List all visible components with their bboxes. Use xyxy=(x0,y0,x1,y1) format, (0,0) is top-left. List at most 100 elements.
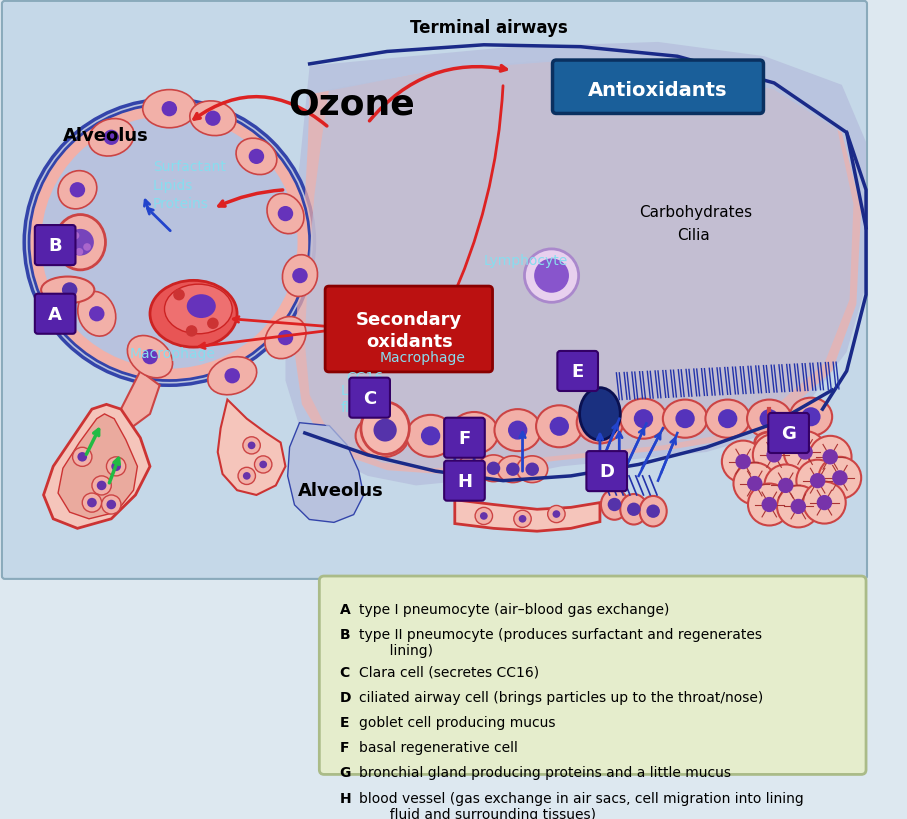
Text: Lymphocyte: Lymphocyte xyxy=(483,254,568,268)
Circle shape xyxy=(67,229,93,256)
Ellipse shape xyxy=(127,336,172,378)
Circle shape xyxy=(765,465,807,507)
Polygon shape xyxy=(295,62,862,474)
Ellipse shape xyxy=(24,100,315,386)
Circle shape xyxy=(777,486,820,527)
Text: blood vessel (gas exchange in air sacs, cell migration into lining
       fluid : blood vessel (gas exchange in air sacs, … xyxy=(359,790,804,819)
Circle shape xyxy=(106,457,126,477)
FancyBboxPatch shape xyxy=(34,226,75,266)
Text: Terminal airways: Terminal airways xyxy=(410,20,568,38)
Circle shape xyxy=(464,424,483,443)
Text: Cilia: Cilia xyxy=(678,228,710,243)
Polygon shape xyxy=(116,372,160,428)
Circle shape xyxy=(753,434,795,477)
Text: D: D xyxy=(600,463,614,481)
Circle shape xyxy=(70,240,85,256)
Text: Surfactant
Lipids
Proteins: Surfactant Lipids Proteins xyxy=(153,160,226,210)
Circle shape xyxy=(634,410,653,428)
Circle shape xyxy=(816,495,832,510)
Circle shape xyxy=(801,408,821,427)
FancyBboxPatch shape xyxy=(319,577,866,775)
Ellipse shape xyxy=(601,490,628,520)
Text: Macrophage: Macrophage xyxy=(380,351,466,365)
Ellipse shape xyxy=(142,90,196,129)
Ellipse shape xyxy=(265,317,306,360)
Circle shape xyxy=(70,183,85,198)
Ellipse shape xyxy=(663,400,707,438)
Text: CC16: CC16 xyxy=(346,370,384,384)
FancyBboxPatch shape xyxy=(2,2,867,579)
Text: Carbohydrates: Carbohydrates xyxy=(639,206,752,220)
Circle shape xyxy=(734,463,776,505)
Circle shape xyxy=(803,482,845,524)
Text: B: B xyxy=(48,237,62,255)
Ellipse shape xyxy=(190,102,236,137)
Polygon shape xyxy=(218,400,286,495)
Circle shape xyxy=(736,455,751,469)
Ellipse shape xyxy=(58,171,97,210)
Circle shape xyxy=(392,305,417,331)
Circle shape xyxy=(83,244,91,251)
FancyBboxPatch shape xyxy=(558,351,598,391)
Text: C: C xyxy=(339,665,350,679)
FancyBboxPatch shape xyxy=(349,378,390,419)
Circle shape xyxy=(278,331,293,346)
FancyBboxPatch shape xyxy=(444,461,484,501)
FancyBboxPatch shape xyxy=(444,419,484,458)
Ellipse shape xyxy=(747,400,792,438)
Text: Alveolus: Alveolus xyxy=(63,127,149,145)
Ellipse shape xyxy=(187,295,216,319)
Ellipse shape xyxy=(208,357,257,396)
Circle shape xyxy=(508,421,527,440)
Circle shape xyxy=(810,473,825,489)
Ellipse shape xyxy=(536,406,582,448)
Circle shape xyxy=(552,510,561,518)
Ellipse shape xyxy=(59,228,96,268)
Circle shape xyxy=(748,484,791,526)
Text: F: F xyxy=(339,740,349,754)
Circle shape xyxy=(467,460,481,473)
Text: G: G xyxy=(781,424,796,442)
Circle shape xyxy=(87,498,97,508)
Ellipse shape xyxy=(620,399,667,439)
Text: B: B xyxy=(339,627,350,641)
Circle shape xyxy=(762,497,777,513)
Ellipse shape xyxy=(478,455,509,482)
Circle shape xyxy=(238,468,256,485)
Circle shape xyxy=(255,456,272,473)
Circle shape xyxy=(534,259,569,293)
Circle shape xyxy=(506,463,520,477)
Circle shape xyxy=(243,437,260,455)
Text: Macrophage: Macrophage xyxy=(130,346,215,360)
Ellipse shape xyxy=(755,432,784,454)
Text: type II pneumocyte (produces surfactant and regenerates
       lining): type II pneumocyte (produces surfactant … xyxy=(359,627,762,658)
Text: goblet cell producing mucus: goblet cell producing mucus xyxy=(359,715,555,729)
Circle shape xyxy=(796,460,839,502)
Text: H: H xyxy=(339,790,351,804)
Text: type I pneumocyte (air–blood gas exchange): type I pneumocyte (air–blood gas exchang… xyxy=(359,602,669,616)
Text: A: A xyxy=(339,602,350,616)
Circle shape xyxy=(73,448,92,467)
Circle shape xyxy=(106,500,116,509)
Polygon shape xyxy=(305,59,853,468)
Circle shape xyxy=(784,432,826,473)
Ellipse shape xyxy=(29,105,309,381)
Circle shape xyxy=(97,481,106,491)
Circle shape xyxy=(487,462,501,475)
Ellipse shape xyxy=(236,139,277,175)
Text: D: D xyxy=(339,690,351,704)
Ellipse shape xyxy=(450,413,498,455)
Circle shape xyxy=(797,445,813,460)
Text: C: C xyxy=(363,389,376,407)
Ellipse shape xyxy=(620,495,648,525)
Ellipse shape xyxy=(459,454,490,480)
Circle shape xyxy=(75,249,83,256)
Circle shape xyxy=(548,506,565,523)
Text: Alveolus: Alveolus xyxy=(298,482,384,500)
Text: basal regenerative cell: basal regenerative cell xyxy=(359,740,518,754)
Circle shape xyxy=(72,233,79,240)
Circle shape xyxy=(809,437,852,478)
Ellipse shape xyxy=(790,398,832,437)
Circle shape xyxy=(225,369,240,384)
Circle shape xyxy=(676,410,695,428)
